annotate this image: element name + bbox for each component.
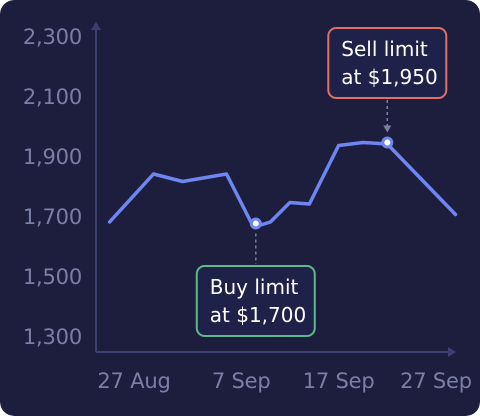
x-axis-arrow-icon xyxy=(448,347,456,357)
buy-callout-text: Buy limit xyxy=(210,275,299,299)
y-tick-label: 1,700 xyxy=(23,205,82,229)
price-series-line xyxy=(107,140,458,227)
y-tick-label: 1,300 xyxy=(23,325,82,349)
sell-connector-arrow-icon xyxy=(383,125,392,133)
sell-limit-marker xyxy=(381,136,394,149)
y-tick-label: 2,300 xyxy=(23,25,82,49)
x-tick-label: 27 Sep xyxy=(400,369,472,393)
x-tick-label: 17 Sep xyxy=(303,369,375,393)
y-tick-label: 1,500 xyxy=(23,265,82,289)
x-tick-label: 27 Aug xyxy=(97,369,170,393)
y-tick-label: 1,900 xyxy=(23,145,82,169)
buy-callout-box xyxy=(195,265,316,337)
sell-limit-callout: Sell limit at $1,950 xyxy=(327,27,448,149)
buy-callout-text: at $1,700 xyxy=(210,303,306,327)
y-axis-labels: 2,300 2,100 1,900 1,700 1,500 1,300 xyxy=(23,25,82,349)
x-tick-label: 7 Sep xyxy=(212,369,271,393)
limit-annotations: Sell limit at $1,950 Buy limit at $1,700 xyxy=(195,27,448,337)
axes xyxy=(91,22,456,357)
sell-callout-box xyxy=(327,27,448,99)
y-tick-label: 2,100 xyxy=(23,85,82,109)
sell-callout-text: Sell limit xyxy=(341,37,428,61)
y-axis-arrow-icon xyxy=(91,22,101,30)
buy-limit-marker xyxy=(249,217,262,230)
x-axis-labels: 27 Aug 7 Sep 17 Sep 27 Sep xyxy=(97,369,472,393)
sell-callout-text: at $1,950 xyxy=(341,65,437,89)
buy-limit-callout: Buy limit at $1,700 xyxy=(195,217,316,337)
